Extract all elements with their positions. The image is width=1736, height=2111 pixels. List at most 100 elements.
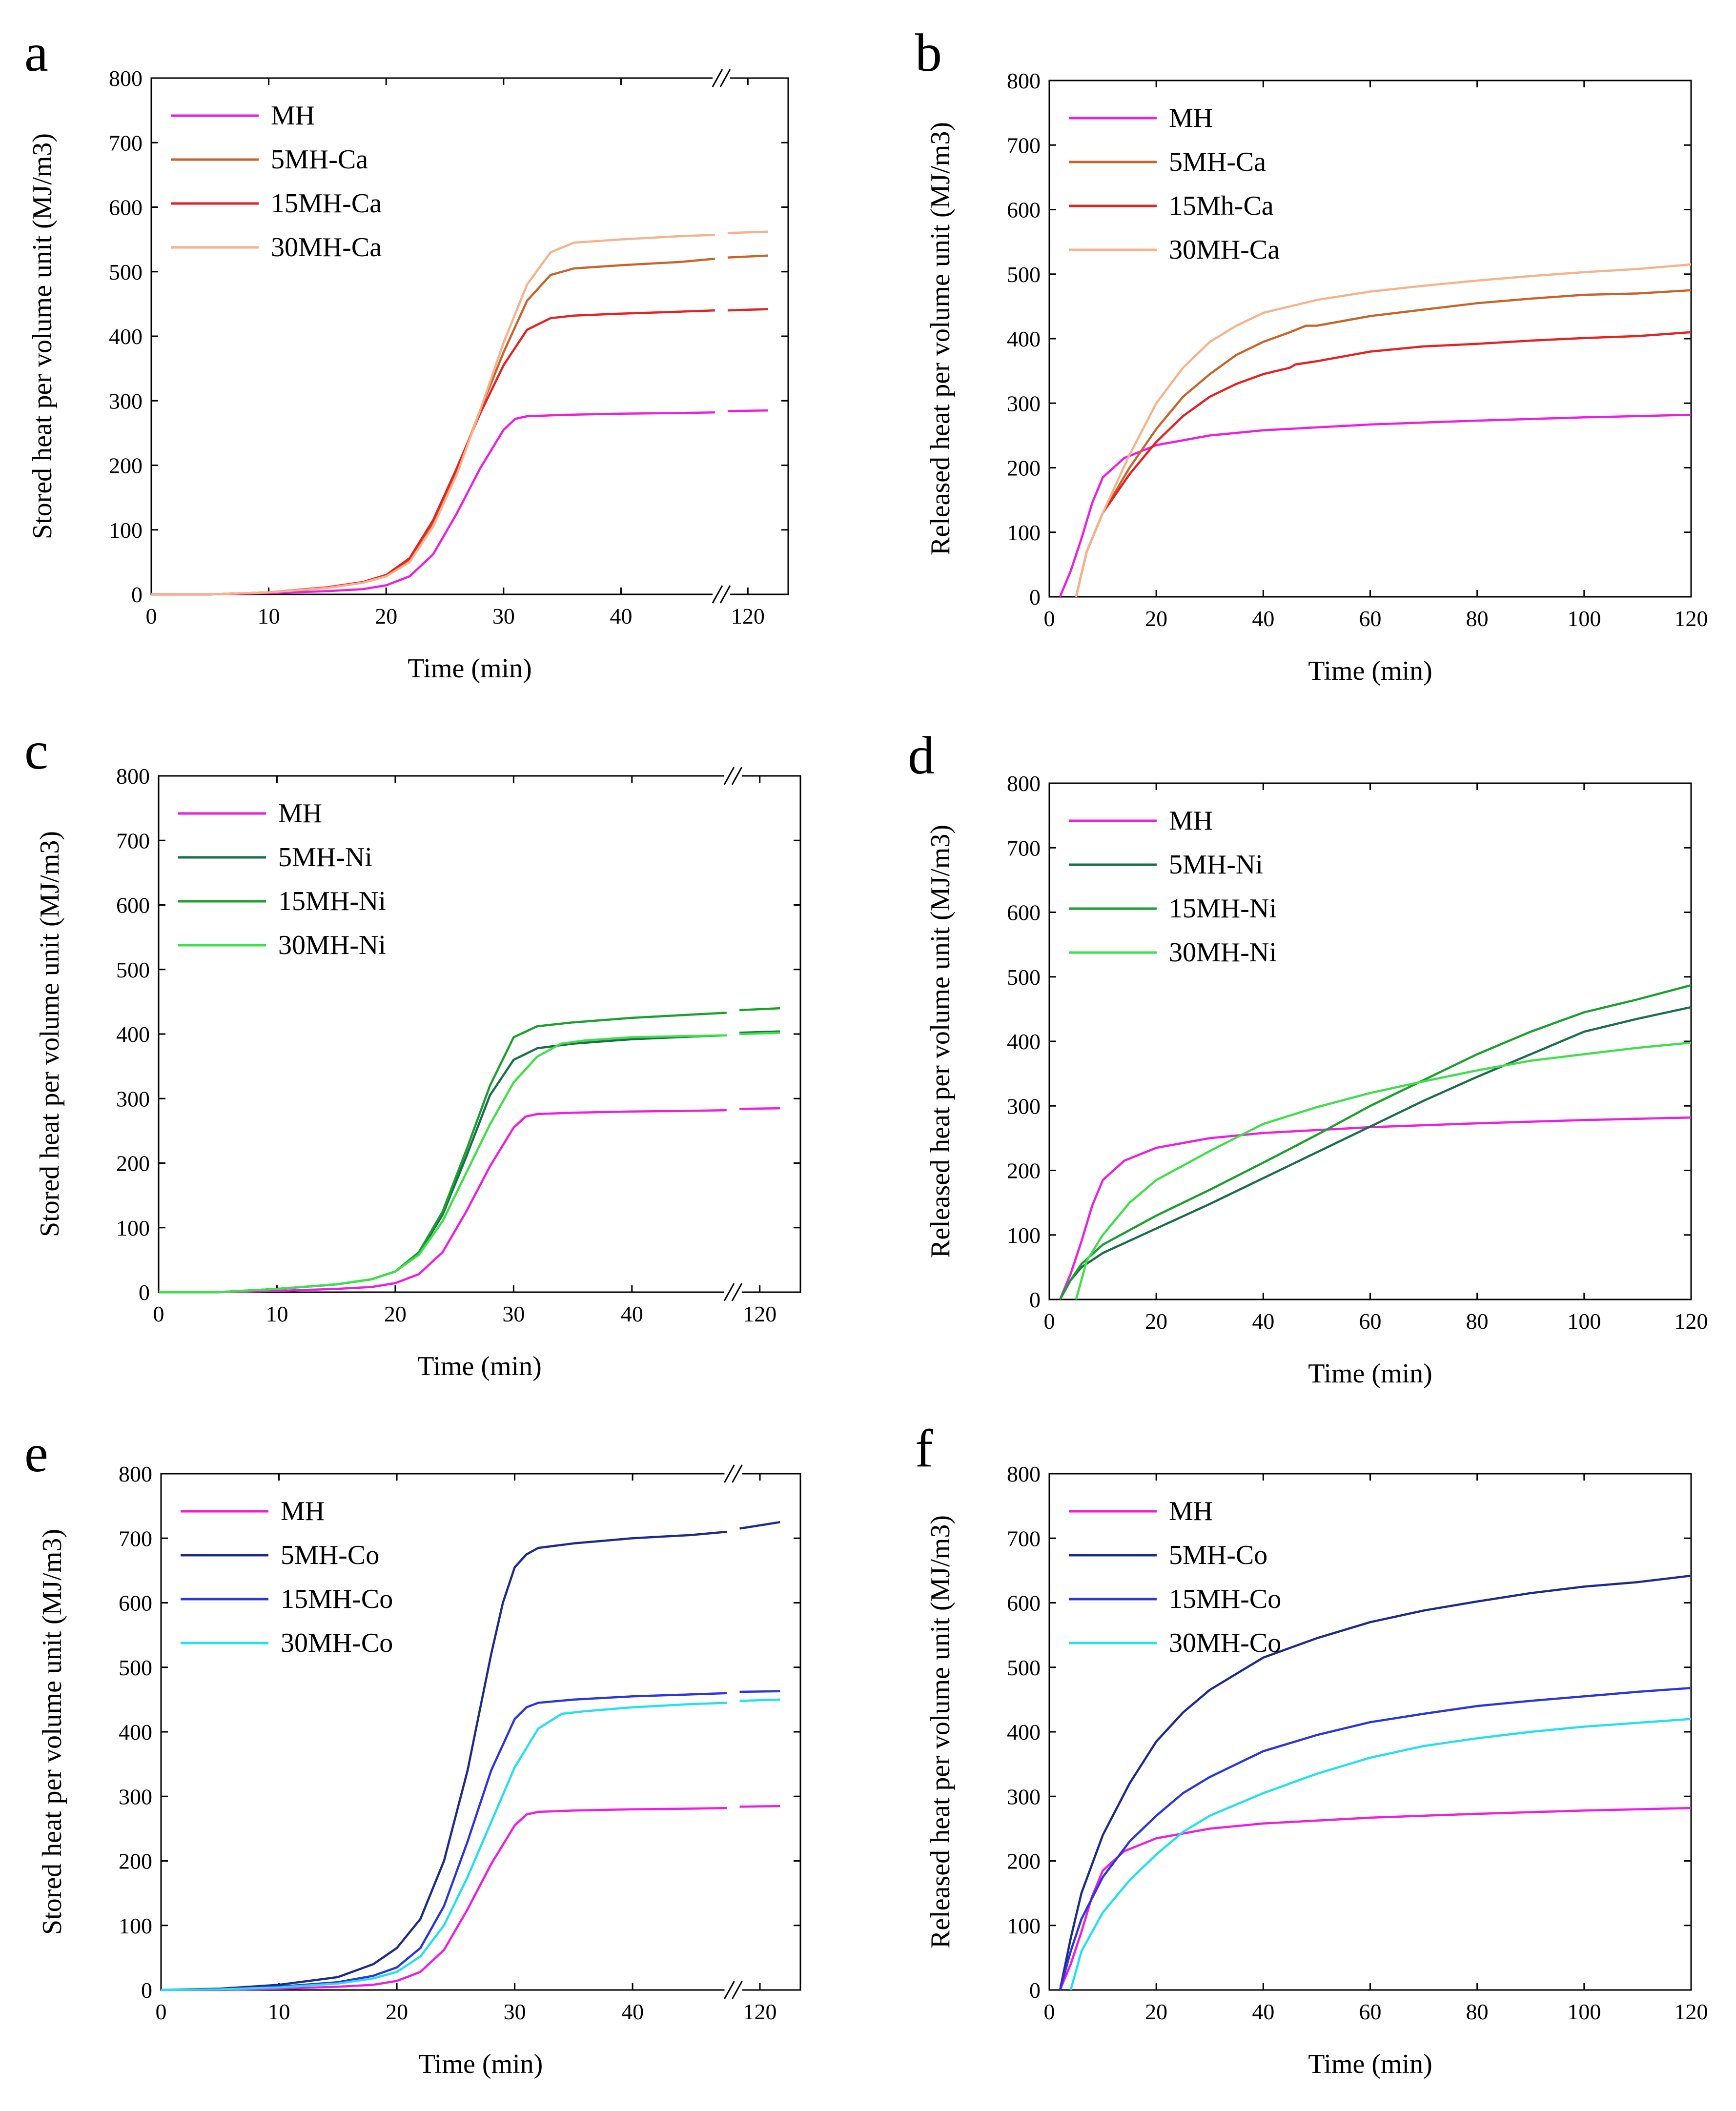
legend-label: 5MH-Ni (278, 842, 372, 873)
series-line-30mh-co (161, 1698, 780, 1991)
y-tick-label: 200 (1007, 456, 1041, 481)
y-tick-label: 200 (1007, 1158, 1041, 1183)
y-tick-label: 600 (1007, 1591, 1041, 1616)
axis-break-mask (724, 1987, 742, 1993)
x-tick-label: 40 (621, 1301, 643, 1326)
axis-break-top (724, 1464, 735, 1483)
series-line-mh (159, 1107, 780, 1294)
x-tick-label: 120 (743, 1999, 777, 2024)
x-tick-label: 20 (375, 604, 397, 629)
axis-break-bottom (723, 1283, 735, 1301)
panel-letter: b (915, 23, 942, 82)
legend-label: 30MH-Ni (1169, 937, 1277, 968)
legend-label: 30MH-Ca (1169, 235, 1280, 265)
y-tick-label: 100 (119, 1913, 152, 1938)
legend-label: MH (1169, 1496, 1213, 1526)
legend-label: MH (271, 101, 315, 131)
y-tick-label: 0 (1029, 1978, 1041, 2003)
y-tick-label: 600 (1007, 900, 1041, 925)
y-tick-label: 300 (1007, 1094, 1041, 1118)
series-line-mh (151, 409, 768, 596)
x-axis-label: Time (min) (1308, 1359, 1432, 1389)
series-line-5mh-ca (151, 254, 768, 596)
legend-label: 5MH-Ca (1169, 147, 1266, 177)
axis-break-bottom (724, 1981, 735, 1999)
y-tick-label: 600 (1007, 198, 1041, 223)
y-tick-label: 500 (1007, 262, 1041, 287)
x-tick-label: 40 (1252, 606, 1274, 631)
x-tick-label: 10 (268, 1999, 290, 2024)
x-tick-label: 20 (1145, 606, 1167, 631)
x-axis-label: Time (min) (1308, 656, 1432, 686)
panel-letter: c (24, 721, 48, 780)
y-tick-label: 500 (109, 260, 143, 284)
y-tick-label: 200 (116, 1151, 150, 1176)
y-axis-label: Stored heat per volume unit (MJ/m3) (27, 133, 58, 539)
x-tick-label: 10 (258, 604, 280, 629)
y-tick-label: 100 (109, 518, 143, 543)
y-tick-label: 800 (1007, 68, 1041, 93)
x-tick-label: 0 (1044, 606, 1055, 631)
axis-break-bottom (731, 1283, 743, 1301)
legend-label: 5MH-Ca (271, 144, 368, 175)
y-axis-label: Released heat per volume unit (MJ/m3) (925, 122, 956, 555)
x-tick-label: 40 (1252, 1999, 1274, 2024)
axis-break-top (723, 767, 735, 785)
panel-f: f 0 100 200 300 400 500 600 700 800 0 20 40 60 80 100 12… (915, 1419, 1708, 2079)
axis-break-bottom (719, 585, 731, 604)
y-tick-label: 100 (1007, 520, 1041, 545)
y-tick-label: 0 (131, 582, 143, 607)
y-tick-label: 700 (1007, 835, 1041, 860)
plot-frame (1048, 1473, 1692, 1991)
series-line-30mh-ca (151, 230, 768, 596)
y-tick-label: 500 (116, 957, 150, 982)
series-line-15mh-co (161, 1690, 780, 1991)
legend-label: 30MH-Co (281, 1628, 393, 1658)
y-tick-label: 800 (119, 1461, 152, 1486)
axis-break-mask (724, 773, 742, 779)
y-axis-label: Released heat per volume unit (MJ/m3) (925, 1515, 956, 1949)
series-line-mh (1059, 413, 1692, 597)
series-line-30mh-co (1069, 1718, 1692, 1990)
y-tick-label: 700 (1007, 133, 1041, 158)
y-tick-label: 800 (1007, 771, 1041, 796)
y-tick-label: 700 (116, 828, 150, 853)
x-tick-label: 30 (502, 1301, 525, 1326)
x-tick-label: 40 (1252, 1309, 1274, 1334)
y-tick-label: 200 (1007, 1849, 1041, 1874)
y-tick-label: 300 (1007, 1784, 1041, 1809)
y-tick-label: 800 (109, 66, 143, 91)
x-tick-label: 10 (266, 1301, 288, 1326)
legend-label: 15MH-Co (1169, 1584, 1281, 1614)
x-axis-label: Time (min) (1308, 2049, 1432, 2079)
x-tick-label: 20 (1145, 1309, 1167, 1334)
panel-letter: d (908, 726, 935, 785)
y-tick-label: 0 (1029, 1287, 1041, 1312)
x-tick-label: 30 (504, 1999, 526, 2024)
y-tick-label: 800 (116, 764, 150, 789)
x-tick-label: 80 (1466, 1309, 1489, 1334)
x-tick-label: 120 (731, 604, 765, 629)
legend-label: 15MH-Co (281, 1584, 393, 1614)
axis-break-bottom (712, 585, 723, 604)
x-tick-label: 120 (743, 1301, 776, 1326)
panel-letter: f (915, 1419, 933, 1478)
y-tick-label: 600 (116, 893, 150, 918)
y-tick-label: 400 (109, 324, 143, 349)
series-line-30mh-ni (159, 1032, 780, 1294)
y-tick-label: 100 (1007, 1913, 1041, 1938)
axis-break-mask (724, 1471, 742, 1477)
x-tick-label: 40 (621, 1999, 644, 2024)
series-line-5mh-co (161, 1521, 780, 1991)
y-tick-label: 700 (109, 130, 143, 155)
y-tick-label: 300 (119, 1784, 152, 1809)
series-line-5mh-ni (1059, 1006, 1692, 1300)
legend-label: 15MH-Ni (278, 886, 386, 916)
y-tick-label: 700 (119, 1526, 152, 1551)
y-tick-label: 400 (1007, 326, 1041, 351)
plot-frame (158, 775, 801, 1293)
series-line-mh (1059, 1807, 1692, 1990)
y-axis-label: Released heat per volume unit (MJ/m3) (925, 825, 956, 1258)
series-line-15mh-ca (1075, 331, 1692, 597)
